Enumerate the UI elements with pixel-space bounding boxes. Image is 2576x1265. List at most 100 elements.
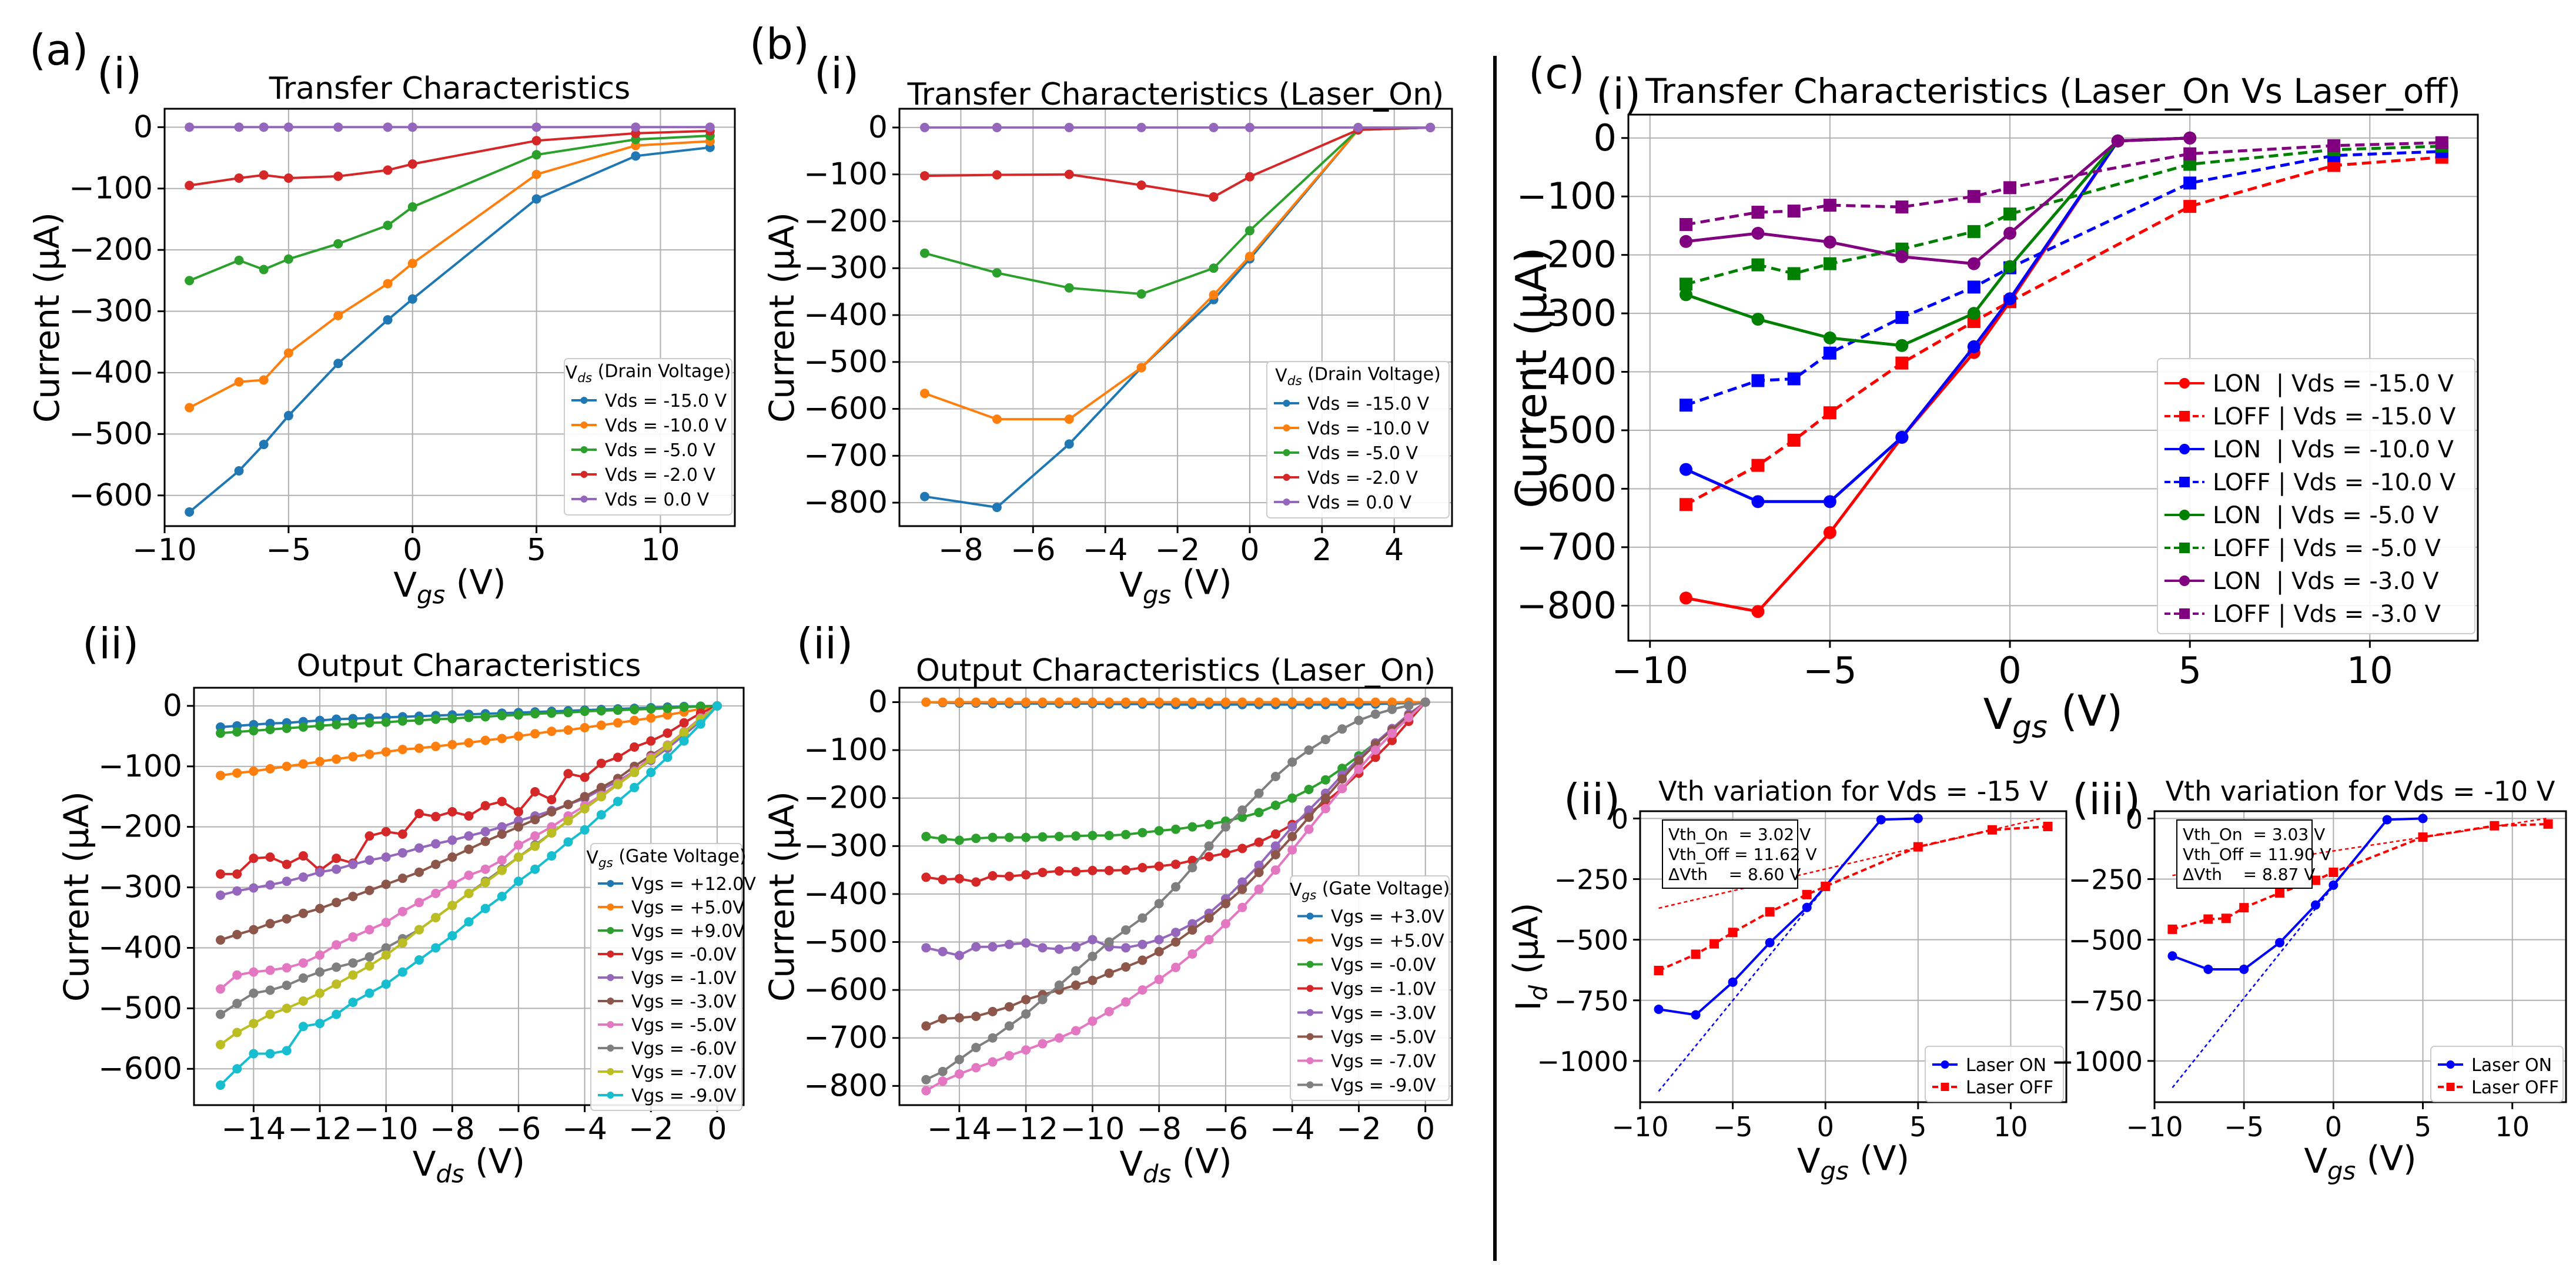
data-point bbox=[563, 769, 573, 779]
data-point bbox=[1004, 697, 1014, 707]
data-point bbox=[315, 950, 325, 960]
legend-swatch-marker bbox=[2446, 1083, 2455, 1091]
legend-entry-label: LOFF | Vds = -3.0 V bbox=[2213, 601, 2441, 628]
legend-entry-label: Vds = -5.0 V bbox=[605, 440, 715, 461]
y-tick-label: −500 bbox=[804, 344, 888, 380]
data-point bbox=[580, 825, 590, 835]
y-tick-label: −700 bbox=[804, 438, 888, 473]
data-point bbox=[497, 711, 507, 721]
y-tick-label: −300 bbox=[804, 828, 888, 864]
y-tick-label: 0 bbox=[133, 109, 153, 145]
data-point bbox=[185, 180, 195, 190]
data-point bbox=[298, 996, 308, 1006]
data-point bbox=[2239, 964, 2249, 974]
data-point bbox=[2275, 938, 2285, 948]
legend-entry-label: Vds = -10.0 V bbox=[605, 416, 727, 436]
chart-b_i: −8 −6 −4 −2 0 2 4 −800 −700 −600 −500 −400 −300 −200 −… bbox=[762, 77, 1453, 610]
legend-swatch-marker bbox=[580, 471, 588, 478]
data-point bbox=[1038, 832, 1048, 842]
legend-box bbox=[1925, 1046, 2064, 1102]
data-point bbox=[1021, 870, 1031, 880]
series-line bbox=[1685, 156, 2442, 506]
data-point bbox=[348, 998, 358, 1008]
data-point bbox=[1654, 966, 1664, 976]
data-point bbox=[1021, 938, 1031, 948]
legend-entry-label: LON | Vds = -10.0 V bbox=[2213, 436, 2454, 463]
data-point bbox=[1320, 775, 1330, 785]
annotation-text: Vth_Off = 11.62 V bbox=[1668, 845, 1817, 864]
data-point bbox=[464, 811, 474, 821]
data-point bbox=[431, 812, 441, 822]
data-point bbox=[282, 876, 292, 886]
data-point bbox=[1751, 459, 1765, 472]
data-point bbox=[1895, 430, 1909, 444]
data-point bbox=[920, 491, 930, 501]
legend-swatch-marker bbox=[580, 496, 588, 503]
data-point bbox=[232, 929, 242, 939]
data-point bbox=[630, 705, 640, 715]
data-point bbox=[381, 950, 391, 960]
y-tick-label: −100 bbox=[804, 732, 888, 768]
data-point bbox=[364, 885, 374, 895]
chart-a_i: −10 −5 0 5 10 −600 −500 −400 −300 −200 −100 0 Transf… bbox=[27, 71, 736, 610]
data-point bbox=[530, 841, 540, 851]
data-point bbox=[1154, 946, 1164, 956]
data-point bbox=[1171, 882, 1180, 892]
data-point bbox=[348, 719, 358, 729]
data-point bbox=[1420, 697, 1430, 707]
y-tick-label: −100 bbox=[804, 157, 888, 192]
data-point bbox=[1104, 697, 1114, 707]
data-point bbox=[613, 797, 623, 806]
data-point bbox=[1354, 756, 1364, 766]
data-point bbox=[663, 728, 673, 738]
data-point bbox=[464, 831, 474, 841]
data-point bbox=[547, 828, 557, 838]
data-point bbox=[1171, 937, 1180, 947]
data-point bbox=[1751, 374, 1765, 387]
data-point bbox=[1287, 757, 1297, 767]
data-point bbox=[315, 867, 325, 877]
x-axis-label: Vgs (V) bbox=[1983, 686, 2123, 745]
data-point bbox=[259, 375, 269, 385]
data-point bbox=[630, 742, 640, 752]
data-point bbox=[447, 714, 457, 724]
x-tick-label: 0 bbox=[1817, 1111, 1834, 1143]
legend-box bbox=[1290, 875, 1450, 1101]
legend-entry-label: Vds = -5.0 V bbox=[1307, 443, 1418, 464]
data-point bbox=[249, 1019, 259, 1029]
data-point bbox=[992, 503, 1002, 513]
data-point bbox=[630, 715, 640, 725]
data-point bbox=[954, 1013, 964, 1023]
data-point bbox=[530, 709, 540, 719]
data-point bbox=[383, 279, 393, 289]
data-point bbox=[1254, 697, 1264, 707]
data-point bbox=[971, 1043, 981, 1053]
data-point bbox=[1823, 257, 1836, 270]
legend-swatch-marker bbox=[1306, 936, 1314, 944]
data-point bbox=[1823, 235, 1836, 249]
data-point bbox=[282, 859, 292, 869]
y-tick-label: −500 bbox=[1517, 409, 1617, 451]
x-tick-label: −5 bbox=[266, 533, 312, 568]
data-point bbox=[938, 1076, 948, 1086]
data-point bbox=[265, 764, 275, 774]
y-tick-label: 0 bbox=[2126, 803, 2143, 835]
data-point bbox=[971, 942, 981, 952]
data-point bbox=[938, 834, 948, 844]
data-point bbox=[480, 903, 490, 913]
data-point bbox=[1895, 311, 1909, 324]
data-point bbox=[283, 122, 293, 132]
panel-label-b: (b) bbox=[750, 19, 809, 69]
data-point bbox=[2003, 260, 2017, 273]
data-point bbox=[547, 851, 557, 861]
data-point bbox=[563, 708, 573, 718]
data-point bbox=[663, 752, 673, 762]
data-point bbox=[1765, 907, 1775, 917]
series-line bbox=[2172, 817, 2423, 970]
data-point bbox=[1088, 865, 1098, 875]
data-point bbox=[938, 946, 948, 956]
data-point bbox=[971, 697, 981, 707]
data-point bbox=[1751, 258, 1765, 272]
data-point bbox=[1021, 697, 1031, 707]
data-point bbox=[971, 877, 981, 887]
